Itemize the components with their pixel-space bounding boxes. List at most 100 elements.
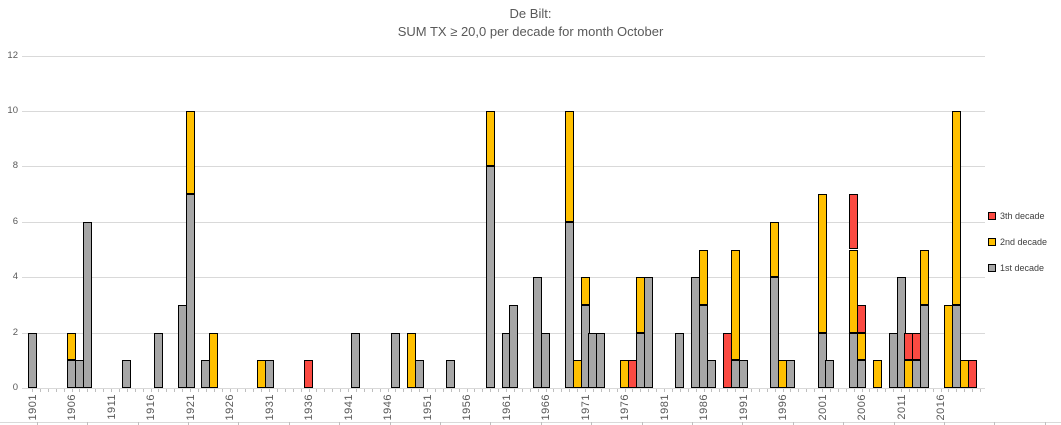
x-axis-tick (221, 389, 223, 392)
bar-segment-2nd-decade[interactable] (209, 332, 219, 388)
bar-segment-1st-decade[interactable] (153, 332, 163, 388)
x-axis-tick (940, 389, 942, 392)
x-axis-tick (308, 389, 310, 392)
x-axis-tick (561, 389, 563, 392)
x-axis-tick (790, 389, 792, 392)
x-axis-tick (948, 389, 950, 392)
bar-segment-2nd-decade[interactable] (580, 277, 590, 305)
bar-segment-3th-decade[interactable] (849, 194, 859, 250)
bar-segment-3th-decade[interactable] (304, 360, 313, 388)
bar-segment-1st-decade[interactable] (564, 221, 574, 388)
bar-segment-1st-decade[interactable] (541, 332, 550, 388)
x-axis-tick (822, 389, 823, 392)
x-axis-tick (379, 389, 381, 392)
legend-marker-1st-decade-icon (988, 264, 996, 272)
bar-segment-1st-decade[interactable] (264, 360, 274, 388)
bar-segment-2nd-decade[interactable] (485, 111, 495, 167)
bar-segment-1st-decade[interactable] (825, 360, 835, 388)
x-axis-tick (592, 389, 594, 392)
x-axis-tick (174, 389, 176, 392)
bar-segment-2nd-decade[interactable] (185, 111, 195, 195)
bar-segment-1st-decade[interactable] (185, 194, 195, 388)
bar-segment-1st-decade[interactable] (27, 332, 37, 388)
bar-segment-2nd-decade[interactable] (406, 332, 416, 388)
bar-segment-2nd-decade[interactable] (857, 332, 866, 361)
bar-segment-1st-decade[interactable] (770, 277, 780, 388)
bar-segment-2nd-decade[interactable] (951, 111, 961, 305)
x-axis-tick (916, 389, 918, 392)
bar-segment-2nd-decade[interactable] (564, 111, 574, 222)
bar-segment-1st-decade[interactable] (920, 304, 930, 388)
x-axis-tick (134, 389, 136, 392)
x-axis-tick (506, 389, 507, 392)
x-axis-tick (237, 389, 239, 392)
x-axis-tick (632, 389, 634, 392)
bar-segment-1st-decade[interactable] (446, 360, 456, 388)
bar-segment-2nd-decade[interactable] (920, 249, 930, 305)
legend-item-3rd-decade[interactable]: 3th decade (988, 203, 1047, 229)
bar-segment-1st-decade[interactable] (785, 360, 795, 388)
chart-title-line2[interactable]: SUM TX ≥ 20,0 per decade for month Octob… (397, 24, 664, 39)
bar-segment-2nd-decade[interactable] (730, 249, 740, 361)
x-axis-tick (711, 389, 713, 392)
x-axis-tick (340, 389, 342, 392)
bar-segment-1st-decade[interactable] (817, 332, 827, 388)
chart-legend[interactable]: 3th decade 2nd decade 1st decade (988, 203, 1047, 281)
bar-segment-1st-decade[interactable] (896, 277, 906, 388)
bar-segment-2nd-decade[interactable] (872, 360, 882, 388)
x-axis-tick (814, 389, 816, 392)
x-axis-tick (877, 389, 879, 392)
legend-item-2nd-decade[interactable]: 2nd decade (988, 229, 1047, 255)
x-axis-tick (608, 389, 610, 392)
chart-title-line1[interactable]: De Bilt: (509, 6, 552, 21)
x-axis-tick (332, 389, 334, 392)
bar-segment-1st-decade[interactable] (414, 360, 424, 388)
bottom-rule-tick (87, 422, 89, 425)
x-axis-tick (735, 389, 737, 392)
y-axis-label: 10 (7, 105, 18, 116)
x-axis-tick (861, 389, 863, 392)
x-axis-tick (126, 389, 128, 392)
y-axis-label: 0 (12, 382, 18, 393)
bar-segment-1st-decade[interactable] (699, 304, 708, 388)
x-axis-tick (719, 389, 721, 392)
bottom-rule-tick (490, 422, 492, 425)
x-axis-tick (197, 389, 199, 392)
x-axis-tick (371, 389, 373, 392)
y-axis-label: 12 (7, 49, 18, 61)
bar-segment-2nd-decade[interactable] (699, 249, 708, 305)
bar-segment-2nd-decade[interactable] (770, 221, 780, 278)
bar-segment-1st-decade[interactable] (643, 277, 653, 388)
bar-segment-1st-decade[interactable] (849, 332, 859, 388)
bar-segment-2nd-decade[interactable] (849, 249, 859, 333)
bar-segment-1st-decade[interactable] (509, 304, 519, 388)
bar-segment-3th-decade[interactable] (967, 360, 977, 388)
x-axis-tick (577, 389, 579, 392)
bar-segment-2nd-decade[interactable] (67, 332, 76, 361)
bar-segment-1st-decade[interactable] (485, 166, 495, 388)
bar-segment-1st-decade[interactable] (351, 332, 361, 388)
x-axis-tick (324, 389, 326, 392)
bar-segment-1st-decade[interactable] (82, 221, 92, 388)
bar-segment-3th-decade[interactable] (857, 304, 866, 333)
bar-segment-1st-decade[interactable] (675, 332, 685, 388)
bar-segment-1st-decade[interactable] (951, 304, 961, 388)
bar-segment-1st-decade[interactable] (706, 360, 716, 388)
x-axis-tick (387, 389, 389, 392)
x-axis-tick (671, 389, 673, 392)
x-axis-tick (885, 389, 887, 392)
bar-segment-1st-decade[interactable] (596, 332, 606, 388)
x-axis-tick (750, 389, 752, 392)
bar-segment-1st-decade[interactable] (122, 360, 132, 388)
x-axis-tick (585, 389, 586, 392)
gridline (22, 166, 985, 168)
bar-segment-2nd-decade[interactable] (817, 194, 827, 333)
legend-item-1st-decade[interactable]: 1st decade (988, 255, 1047, 281)
bar-segment-1st-decade[interactable] (390, 332, 400, 388)
bottom-rule-tick (238, 422, 240, 425)
bar-segment-1st-decade[interactable] (533, 277, 543, 388)
x-axis-tick (648, 389, 650, 392)
bar-segment-1st-decade[interactable] (857, 360, 866, 388)
bar-segment-1st-decade[interactable] (738, 360, 748, 388)
